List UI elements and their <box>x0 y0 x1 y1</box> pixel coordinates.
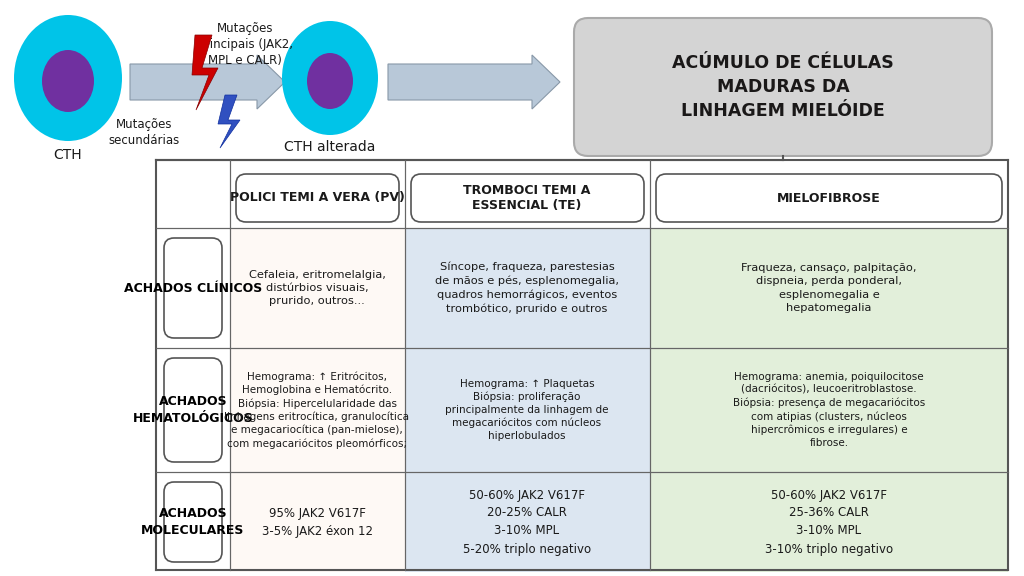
FancyBboxPatch shape <box>574 18 992 156</box>
Text: ACHADOS
MOLECULARES: ACHADOS MOLECULARES <box>141 507 245 537</box>
Text: Hemograma: anemia, poiquilocitose
(dacriócitos), leucoeritroblastose.
Biópsia: p: Hemograma: anemia, poiquilocitose (dacri… <box>733 372 925 448</box>
FancyArrow shape <box>388 55 560 109</box>
Text: ACÚMULO DE CÉLULAS
MADURAS DA
LINHAGEM MIELÓIDE: ACÚMULO DE CÉLULAS MADURAS DA LINHAGEM M… <box>672 54 894 120</box>
Text: Fraqueza, cansaço, palpitação,
dispneia, perda ponderal,
esplenomegalia e
hepato: Fraqueza, cansaço, palpitação, dispneia,… <box>741 263 916 313</box>
Bar <box>230 472 406 572</box>
FancyBboxPatch shape <box>164 238 222 338</box>
Bar <box>650 228 1008 348</box>
Text: POLICI TEMI A VERA (PV): POLICI TEMI A VERA (PV) <box>229 191 404 204</box>
FancyBboxPatch shape <box>236 174 399 222</box>
Bar <box>230 348 406 472</box>
Bar <box>406 228 650 348</box>
Text: ACHADOS CLÍNICOS: ACHADOS CLÍNICOS <box>124 282 262 294</box>
Text: CTH: CTH <box>53 148 82 162</box>
Text: ACHADOS
HEMATOLÓGICOS: ACHADOS HEMATOLÓGICOS <box>133 395 253 425</box>
Text: Síncope, fraqueza, parestesias
de mãos e pés, esplenomegalia,
quadros hemorrágic: Síncope, fraqueza, parestesias de mãos e… <box>435 262 618 314</box>
Text: Mutações
Principais (JAK2,
MPL e CALR): Mutações Principais (JAK2, MPL e CALR) <box>198 22 293 67</box>
Text: 95% JAK2 V617F
3-5% JAK2 éxon 12: 95% JAK2 V617F 3-5% JAK2 éxon 12 <box>261 506 373 537</box>
Text: MIELOFIBROSE: MIELOFIBROSE <box>777 191 881 204</box>
Ellipse shape <box>14 15 122 141</box>
Bar <box>406 348 650 472</box>
Polygon shape <box>218 95 240 148</box>
Text: 50-60% JAK2 V617F
25-36% CALR
3-10% MPL
3-10% triplo negativo: 50-60% JAK2 V617F 25-36% CALR 3-10% MPL … <box>765 488 893 555</box>
FancyBboxPatch shape <box>164 358 222 462</box>
Bar <box>650 348 1008 472</box>
FancyBboxPatch shape <box>411 174 644 222</box>
Text: 50-60% JAK2 V617F
20-25% CALR
3-10% MPL
5-20% triplo negativo: 50-60% JAK2 V617F 20-25% CALR 3-10% MPL … <box>463 488 591 555</box>
FancyBboxPatch shape <box>164 482 222 562</box>
Bar <box>650 472 1008 572</box>
Text: Hemograma: ↑ Eritrócitos,
Hemoglobina e Hematócrito.
Biópsia: Hipercelularidade : Hemograma: ↑ Eritrócitos, Hemoglobina e … <box>224 371 410 449</box>
Text: TROMBOCI TEMI A
ESSENCIAL (TE): TROMBOCI TEMI A ESSENCIAL (TE) <box>463 184 591 213</box>
Ellipse shape <box>42 50 94 112</box>
Ellipse shape <box>307 53 353 109</box>
FancyBboxPatch shape <box>656 174 1002 222</box>
Bar <box>406 472 650 572</box>
Text: Mutações
secundárias: Mutações secundárias <box>109 118 180 147</box>
Polygon shape <box>193 35 218 110</box>
Ellipse shape <box>282 21 378 135</box>
Text: CTH alterada: CTH alterada <box>285 140 376 154</box>
Bar <box>230 228 406 348</box>
Text: Cefaleia, eritromelalgia,
distúrbios visuais,
prurido, outros...: Cefaleia, eritromelalgia, distúrbios vis… <box>249 270 385 306</box>
Text: Hemograma: ↑ Plaquetas
Biópsia: proliferação
principalmente da linhagem de
megac: Hemograma: ↑ Plaquetas Biópsia: prolifer… <box>445 379 608 441</box>
FancyArrow shape <box>130 55 285 109</box>
